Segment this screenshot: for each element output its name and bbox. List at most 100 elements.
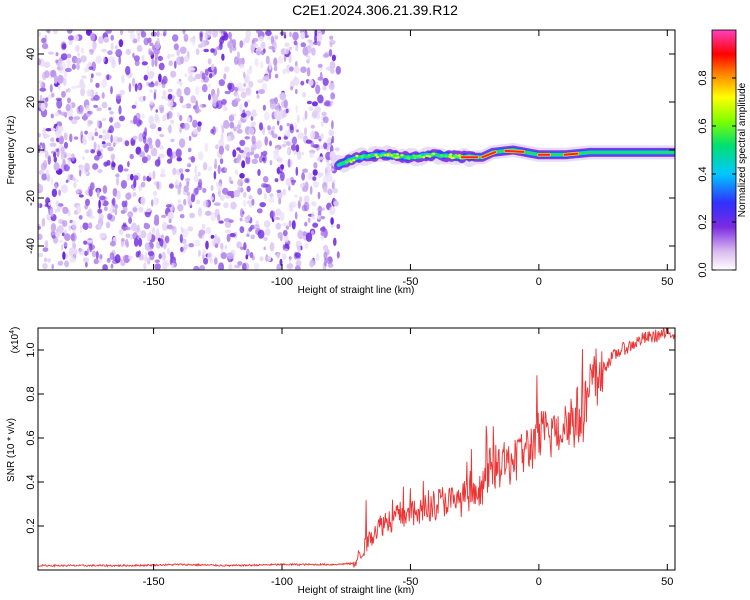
noise-blob [86, 210, 91, 217]
noise-blob [144, 143, 149, 153]
noise-blob [107, 146, 114, 152]
noise-blob [62, 206, 69, 214]
noise-blob [194, 73, 202, 80]
noise-blob [218, 79, 225, 87]
noise-blob [218, 220, 224, 224]
noise-blob [251, 158, 258, 165]
noise-blob [134, 59, 140, 67]
noise-blob [188, 135, 192, 141]
y-tick: 1.0 [25, 342, 675, 358]
noise-blob [140, 196, 146, 206]
noise-blob [57, 84, 61, 90]
noise-blob [269, 100, 276, 110]
x-tick-label: 50 [661, 576, 673, 588]
noise-blob [132, 38, 138, 44]
signal-speckle [400, 154, 404, 157]
noise-blob [262, 150, 268, 156]
noise-blob [220, 252, 228, 260]
noise-blob [125, 65, 131, 76]
noise-blob [294, 265, 301, 270]
bottom-x-axis-label: Height of straight line (km) [298, 585, 415, 596]
noise-blob [95, 72, 102, 76]
noise-blob [161, 95, 167, 100]
x-tick-label: 0 [536, 276, 542, 288]
noise-blob [38, 233, 43, 241]
noise-blob [160, 168, 166, 175]
noise-blob [107, 129, 112, 133]
noise-blob [109, 252, 115, 260]
y-tick-label: 0 [25, 147, 37, 153]
noise-blob [155, 228, 160, 238]
noise-blob [65, 103, 71, 112]
noise-blob [210, 48, 216, 53]
noise-blob [251, 135, 256, 145]
noise-blob [143, 74, 148, 81]
noise-blob [45, 128, 52, 132]
noise-blob [221, 53, 225, 61]
noise-blob [317, 94, 324, 104]
noise-blob [312, 110, 318, 118]
noise-blob [102, 129, 107, 135]
noise-blob [179, 46, 187, 54]
noise-blob [282, 188, 286, 196]
noise-blob [148, 82, 155, 88]
noise-blob [235, 169, 239, 175]
noise-blob [64, 260, 69, 268]
noise-blob [128, 255, 133, 260]
signal-speckle [448, 155, 452, 158]
noise-blob [39, 87, 47, 92]
noise-blob [61, 184, 68, 194]
noise-blob [165, 204, 172, 208]
noise-blob [72, 242, 77, 250]
noise-blob [115, 49, 123, 58]
noise-blob [194, 174, 199, 183]
noise-blob [74, 57, 82, 64]
noise-blob [331, 179, 336, 183]
noise-blob [246, 214, 251, 222]
noise-blob [325, 172, 329, 177]
noise-blob [259, 156, 263, 163]
noise-blob [334, 147, 340, 152]
noise-blob [114, 254, 121, 264]
noise-blob [210, 184, 214, 192]
noise-blob [102, 144, 107, 149]
noise-blob [273, 57, 278, 67]
noise-blob [69, 133, 73, 143]
noise-blob [328, 206, 336, 215]
noise-blob [274, 35, 279, 40]
noise-blob [320, 216, 325, 220]
signal-speckle [345, 161, 349, 164]
noise-blob [170, 138, 175, 143]
noise-blob [203, 199, 209, 208]
noise-blob [290, 201, 297, 208]
noise-blob [38, 252, 44, 258]
noise-blob [38, 170, 44, 175]
noise-blob [110, 42, 114, 51]
noise-blob [250, 121, 256, 127]
noise-blob [240, 112, 247, 118]
noise-blob [262, 104, 266, 111]
noise-blob [260, 183, 268, 188]
signal-hot-core [504, 149, 525, 153]
noise-blob [93, 94, 100, 101]
noise-blob [275, 222, 282, 230]
noise-blob [265, 55, 270, 65]
noise-blob [210, 196, 214, 201]
noise-blob [330, 92, 336, 100]
signal-speckle [444, 155, 448, 158]
noise-blob [86, 239, 93, 243]
noise-blob [283, 99, 288, 109]
noise-blob [38, 226, 42, 230]
noise-blob [314, 33, 318, 44]
noise-blob [292, 31, 299, 41]
noise-blob [153, 197, 159, 206]
noise-blob [71, 219, 77, 230]
noise-blob [308, 106, 314, 112]
noise-blob [194, 239, 201, 247]
noise-blob [219, 158, 224, 165]
noise-blob [146, 65, 150, 74]
noise-blob [288, 220, 292, 228]
noise-blob [235, 94, 240, 99]
noise-blob [158, 253, 162, 260]
